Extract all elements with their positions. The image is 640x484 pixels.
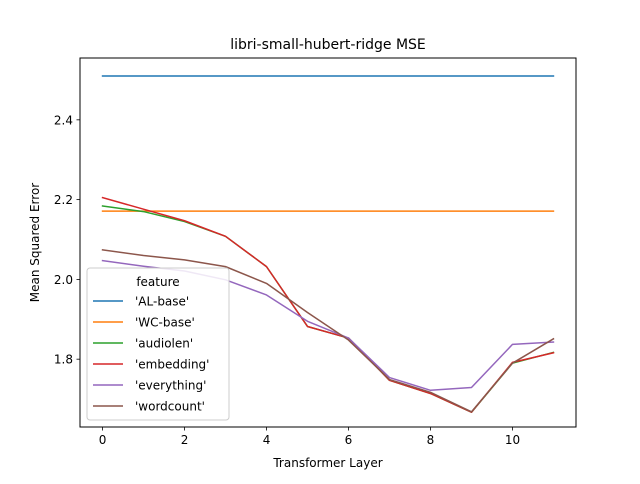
y-axis: 1.8 2.0 2.2 2.4 bbox=[54, 113, 80, 367]
legend-label-3: 'embedding' bbox=[135, 358, 209, 372]
y-tick-label: 2.0 bbox=[54, 273, 73, 287]
y-tick-label: 2.2 bbox=[54, 193, 73, 207]
series-line-5 bbox=[101, 249, 555, 413]
x-tick-label: 0 bbox=[99, 433, 107, 447]
x-tick-label: 10 bbox=[505, 433, 520, 447]
x-tick-label: 8 bbox=[427, 433, 435, 447]
legend-label-1: 'WC-base' bbox=[135, 316, 195, 330]
legend-label-0: 'AL-base' bbox=[135, 295, 189, 309]
x-axis: 0 2 4 6 8 10 bbox=[99, 427, 520, 447]
chart-title: libri-small-hubert-ridge MSE bbox=[230, 37, 426, 53]
legend-label-2: 'audiolen' bbox=[135, 337, 193, 351]
x-axis-label: Transformer Layer bbox=[272, 456, 382, 470]
legend: feature 'AL-base' 'WC-base' 'audiolen' 'emb… bbox=[86, 267, 230, 421]
y-tick-label: 2.4 bbox=[54, 113, 73, 127]
legend-title: feature bbox=[136, 275, 179, 289]
x-tick-label: 2 bbox=[181, 433, 189, 447]
y-axis-label: Mean Squared Error bbox=[28, 183, 42, 303]
legend-entries: 'AL-base' 'WC-base' 'audiolen' 'embedding' '… bbox=[93, 295, 209, 414]
axes-frame bbox=[79, 57, 577, 428]
legend-label-5: 'wordcount' bbox=[135, 400, 205, 414]
x-tick-label: 6 bbox=[345, 433, 353, 447]
y-tick-label: 1.8 bbox=[54, 353, 73, 367]
legend-box bbox=[86, 267, 230, 421]
x-tick-label: 4 bbox=[263, 433, 271, 447]
legend-label-4: 'everything' bbox=[135, 379, 206, 393]
